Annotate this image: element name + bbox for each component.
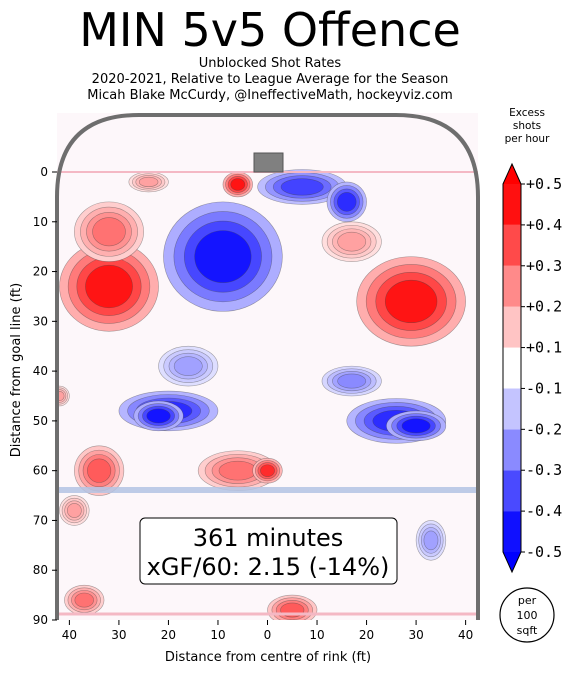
colorbar-segment xyxy=(503,388,521,430)
heat-contour xyxy=(74,592,94,608)
y-tick-label: 0 xyxy=(40,165,48,179)
y-tick-label: 20 xyxy=(33,265,48,279)
colorbar-min-arrow xyxy=(503,552,521,572)
colorbar-segment xyxy=(503,306,521,348)
x-tick-label: 10 xyxy=(309,628,324,642)
per-area-label: sqft xyxy=(517,624,538,637)
colorbar-tick-label: +0.4 xyxy=(526,216,562,234)
x-axis-label: Distance from centre of rink (ft) xyxy=(165,650,371,665)
heat-contour xyxy=(337,231,367,252)
colorbar-title-line: shots xyxy=(513,120,541,132)
y-tick-label: 30 xyxy=(33,314,48,328)
colorbar-segment xyxy=(503,511,521,552)
heat-contour xyxy=(85,264,133,309)
per-area-label: per xyxy=(518,594,537,607)
chart-subtitle: Unblocked Shot Rates xyxy=(198,56,342,71)
colorbar-tick-label: +0.5 xyxy=(526,175,562,193)
colorbar-segment xyxy=(503,184,521,225)
colorbar-tick-label: -0.3 xyxy=(526,461,562,479)
author-credit: Micah Blake McCurdy, @IneffectiveMath, h… xyxy=(87,88,453,103)
colorbar-segment xyxy=(503,429,521,471)
minutes-text: 361 minutes xyxy=(193,524,344,552)
y-axis-label: Distance from goal line (ft) xyxy=(9,283,24,457)
x-tick-label: 0 xyxy=(264,628,272,642)
heat-contour xyxy=(280,178,324,196)
heat-contour xyxy=(87,458,112,483)
colorbar-segment xyxy=(503,265,521,307)
per-area-badge: per 100 sqft xyxy=(499,587,555,643)
y-tick-label: 90 xyxy=(33,613,48,627)
heat-contour xyxy=(423,530,439,551)
colorbar-tick-label: -0.5 xyxy=(526,543,562,561)
heat-contour xyxy=(92,217,126,247)
colorbar-tick-label: -0.1 xyxy=(526,379,562,397)
heat-contour xyxy=(260,464,275,477)
heat-contour xyxy=(146,408,171,424)
colorbar-title-line: per hour xyxy=(505,133,551,145)
colorbar-segment xyxy=(503,347,521,389)
y-tick-label: 60 xyxy=(33,464,48,478)
season-subtitle: 2020-2021, Relative to League Average fo… xyxy=(91,72,449,87)
x-tick-label: 30 xyxy=(408,628,423,642)
x-tick-label: 10 xyxy=(210,628,225,642)
per-area-label: 100 xyxy=(517,609,538,622)
y-tick-label: 70 xyxy=(33,513,48,527)
y-tick-label: 10 xyxy=(33,215,48,229)
heat-contour xyxy=(173,356,203,376)
y-tick-label: 40 xyxy=(33,364,48,378)
colorbar-tick-label: -0.2 xyxy=(526,420,562,438)
colorbar: +0.5 +0.4 +0.3 +0.2 +0.1 -0.1 -0.2 -0.3 -0.4 -0.5 xyxy=(502,162,562,574)
x-tick-label: 40 xyxy=(458,628,473,642)
chart-title: MIN 5v5 Offence xyxy=(79,3,461,57)
y-axis: 0 10 20 30 40 50 60 70 80 90 xyxy=(33,165,57,627)
colorbar-tick-label: +0.2 xyxy=(526,298,562,316)
colorbar-max-arrow xyxy=(503,164,521,184)
rink-boards xyxy=(55,113,480,620)
heat-contour xyxy=(66,503,82,518)
heat-contour xyxy=(337,373,367,389)
heat-contour xyxy=(194,230,252,283)
heat-contour xyxy=(337,192,357,212)
x-axis: 40 30 20 10 0 10 20 30 40 xyxy=(62,620,473,642)
colorbar-title-line: Excess xyxy=(509,107,545,119)
y-tick-label: 50 xyxy=(33,414,48,428)
heat-contour xyxy=(230,178,246,191)
y-tick-label: 80 xyxy=(33,563,48,577)
heat-contour xyxy=(384,279,438,324)
xgf-text: xGF/60: 2.15 (-14%) xyxy=(147,553,390,581)
colorbar-tick-label: +0.1 xyxy=(526,339,562,357)
x-tick-label: 20 xyxy=(161,628,176,642)
colorbar-segment xyxy=(503,470,521,512)
goal-net xyxy=(253,152,284,173)
colorbar-segment xyxy=(503,224,521,266)
heat-contour xyxy=(138,176,159,187)
heat-contour xyxy=(218,460,257,481)
x-tick-label: 40 xyxy=(62,628,77,642)
x-tick-label: 30 xyxy=(111,628,126,642)
x-tick-label: 20 xyxy=(359,628,374,642)
colorbar-tick-label: +0.3 xyxy=(526,257,562,275)
colorbar-tick-label: -0.4 xyxy=(526,502,562,520)
summary-box: 361 minutes xGF/60: 2.15 (-14%) xyxy=(139,517,398,585)
heat-contour xyxy=(401,418,431,434)
